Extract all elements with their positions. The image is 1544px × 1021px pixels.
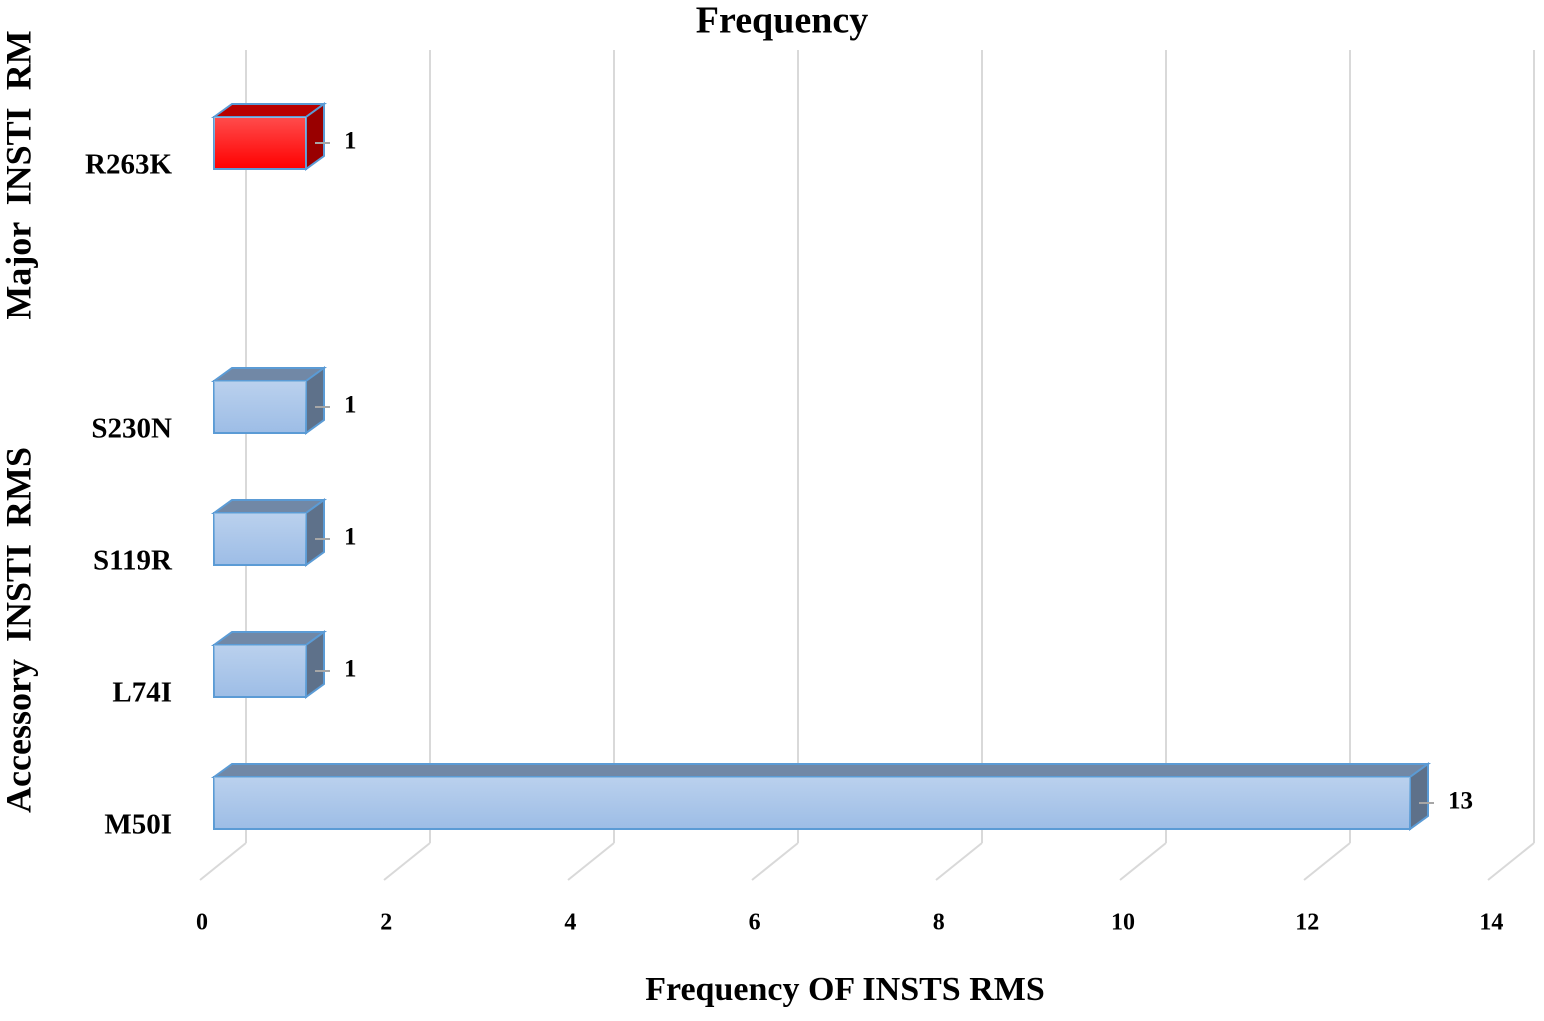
- value-label: 1: [344, 656, 357, 683]
- floor-line: [1119, 842, 1167, 881]
- value-label: 1: [344, 128, 357, 155]
- category-label: L74I: [112, 677, 172, 709]
- value-label: 1: [344, 392, 357, 419]
- x-tick-label: 10: [1111, 910, 1135, 936]
- x-tick-label: 6: [749, 910, 761, 936]
- x-tick-label: 2: [380, 910, 392, 936]
- bar-sheen: [214, 381, 306, 433]
- x-tick-label: 0: [196, 910, 208, 936]
- floor-line: [935, 842, 983, 881]
- floor-line: [1303, 842, 1351, 881]
- value-label: 13: [1448, 788, 1473, 815]
- floor-line: [199, 842, 247, 881]
- bar-sheen: [214, 117, 306, 169]
- bar-sheen: [214, 513, 306, 565]
- bar-sheen: [214, 777, 1410, 829]
- x-axis-label: Frequency OF INSTS RMS: [645, 971, 1045, 1008]
- bar-sheen: [214, 645, 306, 697]
- x-tick-label: 14: [1479, 910, 1503, 936]
- category-label: R263K: [85, 149, 172, 181]
- category-label: S230N: [91, 413, 172, 445]
- chart-title: Frequency: [696, 0, 868, 42]
- x-tick-label: 4: [564, 910, 576, 936]
- floor-line: [751, 842, 799, 881]
- category-label: M50I: [104, 809, 172, 841]
- floor-line: [1487, 842, 1535, 881]
- bar-top: [210, 763, 1432, 778]
- x-tick-label: 8: [933, 910, 945, 936]
- value-label: 1: [344, 524, 357, 551]
- floor-line: [383, 842, 431, 881]
- group-label: Major INSTI RM: [0, 30, 38, 319]
- category-label: S119R: [93, 545, 173, 577]
- floor-line: [567, 842, 615, 881]
- x-tick-label: 12: [1295, 910, 1319, 936]
- group-label: Accessory INSTI RMS: [0, 447, 38, 813]
